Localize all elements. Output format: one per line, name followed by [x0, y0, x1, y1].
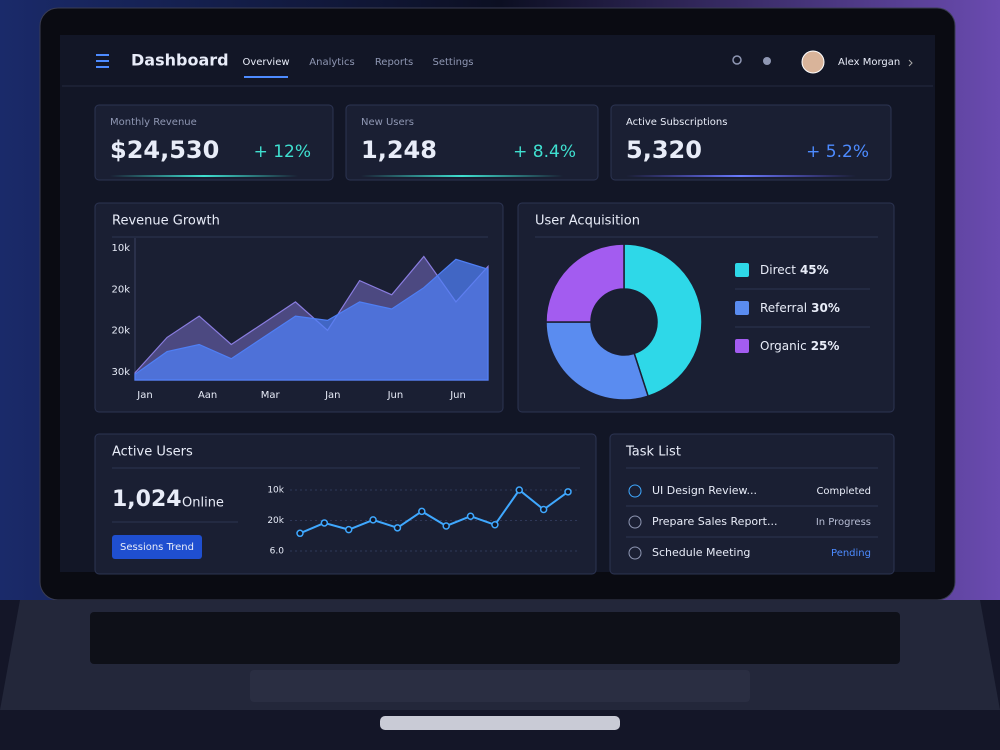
task-status: In Progress — [816, 517, 871, 528]
point — [393, 524, 402, 532]
legend-label: Organic 25% — [760, 339, 839, 353]
point — [442, 522, 450, 530]
logo-icon — [96, 54, 109, 68]
donut-segment — [545, 321, 650, 401]
x-tick-label: Mar — [261, 390, 281, 401]
point — [466, 512, 475, 520]
task-status: Pending — [831, 548, 871, 559]
online-label: Online — [182, 496, 224, 511]
area — [134, 258, 489, 381]
y-tick-label: 20k — [111, 284, 130, 295]
kpi-label: New Users — [361, 117, 414, 128]
kpi-card — [94, 104, 334, 181]
legend-value: 30% — [811, 301, 840, 315]
trackpad — [250, 670, 750, 702]
y-tick-label: 30k — [111, 367, 130, 378]
y-tick-label: 10k — [267, 486, 284, 496]
task-icon — [628, 546, 642, 560]
active-users-card — [94, 433, 597, 575]
point — [491, 521, 499, 529]
task-icon — [628, 515, 642, 529]
notifications-icon[interactable] — [763, 57, 771, 65]
kpi-glow — [110, 175, 298, 177]
x-tick-label: Jan — [324, 390, 340, 401]
legend-name: Organic — [760, 339, 807, 353]
avatar[interactable] — [801, 50, 825, 74]
search-icon[interactable] — [732, 55, 742, 65]
kpi-value: $24,530 — [110, 136, 219, 164]
kpi-label: Monthly Revenue — [110, 117, 197, 128]
legend-value: 45% — [800, 263, 829, 277]
kpi-value: 1,248 — [361, 136, 437, 164]
task-name: Schedule Meeting — [652, 546, 750, 559]
kpi-glow — [361, 175, 563, 177]
y-tick-label: 6.0 — [270, 547, 285, 557]
user-menu-chevron[interactable] — [908, 59, 913, 67]
nav-item[interactable]: Overview — [242, 57, 289, 68]
x-tick-label: Aan — [198, 390, 217, 401]
legend-name: Direct — [760, 263, 796, 277]
legend-value: 25% — [811, 339, 840, 353]
task-name: UI Design Review... — [652, 484, 757, 497]
card-title: Task List — [625, 445, 681, 460]
x-tick-label: Jun — [387, 390, 404, 401]
y-tick-label: 10k — [111, 243, 130, 254]
task-name: Prepare Sales Report... — [652, 515, 778, 528]
legend-swatch — [735, 263, 749, 277]
nav-item[interactable]: Settings — [432, 57, 473, 68]
nav-item[interactable]: Analytics — [309, 57, 354, 68]
point — [539, 505, 548, 514]
kpi-card — [610, 104, 892, 181]
task-status: Completed — [816, 486, 871, 497]
online-count: 1,024 — [112, 487, 182, 512]
legend-name: Referral — [760, 301, 807, 315]
donut-segment — [623, 243, 703, 398]
kpi-change: + 5.2% — [806, 142, 869, 162]
nav-item[interactable]: Reports — [375, 57, 413, 68]
y-tick-label: 20k — [267, 516, 284, 526]
card-title: User Acquisition — [535, 214, 640, 229]
hinge — [380, 716, 620, 730]
legend-swatch — [735, 339, 749, 353]
x-tick-label: Jan — [136, 390, 152, 401]
point — [515, 486, 524, 494]
donut-segment — [545, 243, 625, 323]
point — [320, 519, 329, 527]
kpi-label: Active Subscriptions — [626, 117, 727, 128]
kpi-value: 5,320 — [626, 136, 702, 164]
point — [418, 507, 426, 516]
point — [296, 529, 304, 538]
button-label[interactable]: Sessions Trend — [120, 542, 194, 553]
task-icon — [628, 484, 642, 498]
kpi-change: + 12% — [254, 142, 311, 162]
x-tick-label: Jun — [449, 390, 466, 401]
app-title: Dashboard — [131, 51, 229, 70]
keyboard — [90, 612, 900, 664]
card-title: Revenue Growth — [112, 214, 220, 229]
card-title: Active Users — [112, 445, 193, 460]
point — [564, 488, 572, 496]
kpi-glow — [626, 175, 856, 177]
line — [299, 488, 569, 535]
legend-label: Referral 30% — [760, 301, 840, 315]
user-name[interactable]: Alex Morgan — [838, 57, 900, 68]
kpi-card — [345, 104, 599, 181]
y-tick-label: 20k — [111, 326, 130, 337]
point — [344, 525, 353, 534]
legend-label: Direct 45% — [760, 263, 829, 277]
point — [369, 516, 377, 524]
legend-swatch — [735, 301, 749, 315]
task-card — [609, 433, 895, 575]
kpi-change: + 8.4% — [513, 142, 576, 162]
sessions-trend-button[interactable] — [112, 535, 202, 559]
